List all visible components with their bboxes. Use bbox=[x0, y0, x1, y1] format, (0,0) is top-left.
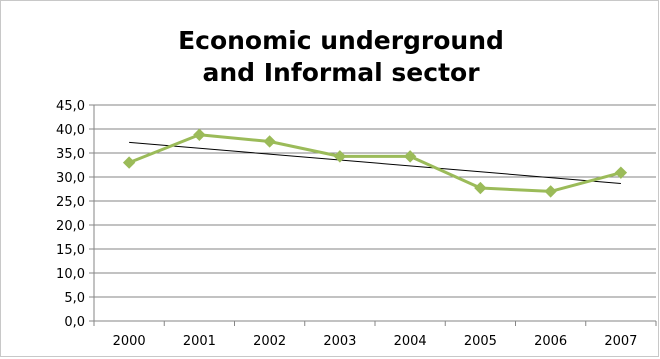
data-point-marker bbox=[263, 135, 276, 148]
trendline bbox=[129, 141, 621, 185]
y-axis-tick-labels: 0,0 5,0 10,0 15,0 20,0 25,0 30,0 35,0 40,0 45,0 bbox=[56, 99, 85, 330]
x-axis-tick-labels: 2000 2001 2002 2003 2004 2005 2006 2007 bbox=[113, 334, 638, 349]
trendline-layer bbox=[129, 141, 621, 185]
x-tick-label: 2000 bbox=[113, 334, 146, 349]
chart-title-line-1: Economic underground bbox=[178, 26, 504, 55]
y-tick-label: 20,0 bbox=[56, 219, 85, 234]
x-tick-label: 2001 bbox=[183, 334, 216, 349]
x-tick-label: 2003 bbox=[323, 334, 356, 349]
data-point-marker bbox=[544, 185, 557, 198]
data-point-marker bbox=[474, 181, 487, 195]
series-layer bbox=[122, 128, 628, 198]
data-point-marker bbox=[614, 166, 628, 179]
data-point-marker bbox=[122, 156, 136, 169]
y-tick-label: 40,0 bbox=[56, 123, 85, 138]
chart-title-line-2: and Informal sector bbox=[202, 58, 480, 87]
data-point-marker bbox=[193, 128, 206, 141]
x-tick-label: 2007 bbox=[604, 334, 637, 349]
y-tick-label: 5,0 bbox=[64, 291, 85, 306]
gridlines bbox=[94, 104, 656, 298]
x-tick-label: 2002 bbox=[253, 334, 286, 349]
x-tick-label: 2005 bbox=[464, 334, 497, 349]
y-tick-label: 25,0 bbox=[56, 195, 85, 210]
x-tick-label: 2004 bbox=[394, 334, 427, 349]
data-point-marker bbox=[403, 150, 417, 163]
y-tick-label: 15,0 bbox=[56, 243, 85, 258]
data-point-marker bbox=[333, 150, 347, 163]
axes bbox=[89, 104, 657, 326]
series-line bbox=[128, 133, 622, 193]
x-tick-label: 2006 bbox=[534, 334, 567, 349]
y-tick-label: 35,0 bbox=[56, 147, 85, 162]
y-tick-label: 45,0 bbox=[56, 99, 85, 114]
y-tick-label: 10,0 bbox=[56, 267, 85, 282]
y-tick-label: 30,0 bbox=[56, 171, 85, 186]
y-tick-label: 0,0 bbox=[64, 315, 85, 330]
